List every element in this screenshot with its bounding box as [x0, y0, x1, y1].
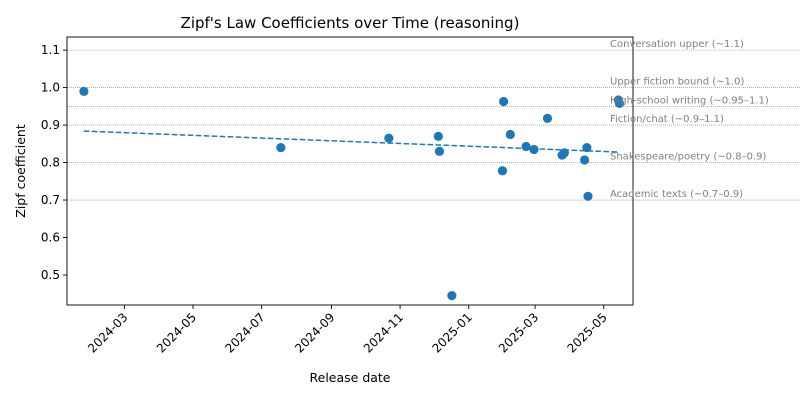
reference-line-label: Conversation upper (~1.1): [610, 39, 744, 50]
data-point: [434, 146, 445, 156]
y-tick-label: 0.6: [41, 231, 60, 245]
data-point: [529, 144, 539, 155]
x-axis-ticks: 2024-03 2024-05 2024-07 2024-09 2024-11 2025-…: [85, 305, 610, 356]
data-point: [583, 191, 593, 201]
x-axis-title: Release date: [310, 370, 391, 385]
reference-line-label: Upper fiction bound (~1.0): [610, 77, 744, 88]
data-point: [559, 148, 569, 158]
y-tick-label: 1.0: [41, 81, 60, 95]
x-tick-label: 2024-09: [292, 310, 337, 355]
data-point: [521, 141, 531, 152]
reference-line-label: High-school writing (~0.95–1.1): [610, 95, 769, 106]
reference-line-label: Academic texts (~0.7–0.9): [610, 189, 743, 200]
data-point: [276, 142, 286, 153]
chart-title: Zipf's Law Coefficients over Time (reaso…: [181, 14, 520, 32]
data-point: [433, 131, 443, 141]
data-point: [614, 98, 625, 108]
data-point: [542, 113, 553, 123]
x-tick-label: 2025-03: [496, 310, 541, 355]
data-point: [498, 96, 509, 107]
data-point: [384, 133, 394, 143]
x-tick-label: 2024-11: [361, 310, 406, 355]
data-point: [580, 155, 590, 165]
data-point: [79, 86, 89, 96]
reference-line-label: Fiction/chat (~0.9–1.1): [610, 114, 724, 125]
x-tick-label: 2024-03: [85, 310, 130, 355]
data-point: [582, 142, 592, 153]
trend-line: [83, 130, 620, 153]
y-tick-label: 1.1: [41, 43, 60, 57]
y-tick-label: 0.9: [41, 118, 60, 132]
y-tick-label: 0.7: [41, 193, 60, 207]
trend-line-group: [83, 130, 620, 153]
data-point: [505, 129, 515, 140]
y-axis-title: Zipf coefficient: [13, 124, 28, 218]
data-point: [447, 291, 457, 301]
y-tick-label: 0.5: [41, 268, 60, 282]
data-point: [497, 166, 508, 176]
x-tick-label: 2024-05: [154, 310, 199, 355]
y-tick-label: 0.8: [41, 156, 60, 170]
x-tick-label: 2025-05: [565, 310, 610, 355]
x-tick-label: 2024-07: [222, 310, 267, 355]
reference-labels: Conversation upper (~1.1) Upper fiction b…: [610, 39, 769, 200]
y-axis-ticks: 0.5 0.6 0.7 0.8 0.9 1.0 1.1: [41, 43, 67, 282]
x-tick-label: 2025-01: [429, 310, 474, 355]
data-points: [79, 86, 625, 301]
reference-line-label: Shakespeare/poetry (~0.8–0.9): [610, 152, 766, 163]
plot-area-frame: [66, 36, 634, 306]
reference-lines: [67, 49, 800, 201]
